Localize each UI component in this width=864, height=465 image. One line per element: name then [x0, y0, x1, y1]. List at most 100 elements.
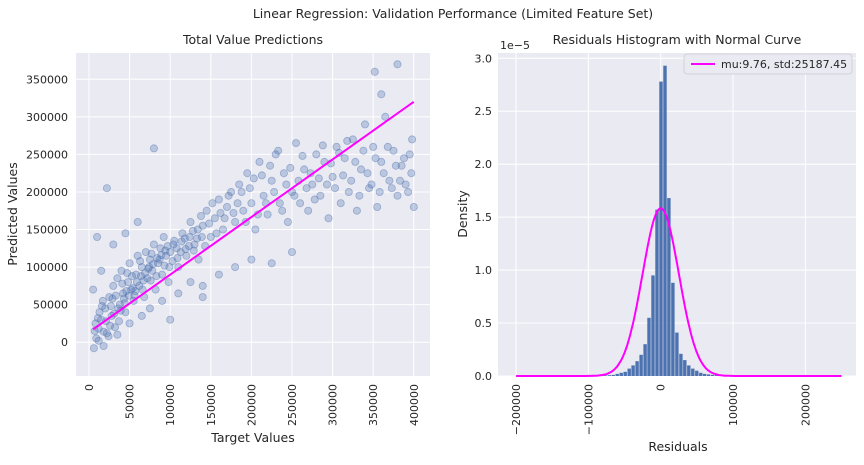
scatter-point [303, 185, 310, 192]
histogram-bar [612, 375, 615, 376]
scatter-point [244, 170, 251, 177]
histogram-bar [655, 210, 658, 376]
scatter-point [356, 192, 363, 199]
histogram-bar [651, 275, 654, 376]
histogram-y-tick-labels: 0.00.51.01.52.02.53.0 [475, 52, 493, 383]
scatter-point [126, 320, 133, 327]
scatter-point [352, 158, 359, 165]
histogram-bar [695, 371, 698, 376]
scatter-point [268, 177, 275, 184]
scatter-point [410, 203, 417, 210]
scatter-point [287, 164, 294, 171]
scatter-point [361, 121, 368, 128]
scatter-point [215, 196, 222, 203]
scatter-point [150, 145, 157, 152]
scatter-point [378, 91, 385, 98]
histogram-x-tick-label: −100000 [582, 384, 595, 435]
scatter-point [299, 152, 306, 159]
scatter-point [341, 155, 348, 162]
histogram-x-axis-label: Residuals [648, 439, 707, 454]
scatter-point [388, 185, 395, 192]
scatter-y-tick-label: 250000 [26, 148, 68, 161]
scatter-point [95, 337, 102, 344]
scatter-point [110, 241, 117, 248]
scatter-x-axis-label: Target Values [210, 430, 294, 445]
scatter-point [372, 155, 379, 162]
histogram-bar [703, 374, 706, 376]
scatter-point [371, 68, 378, 75]
scatter-x-tick-label: 0 [83, 384, 96, 391]
histogram-bar [659, 82, 662, 376]
scatter-x-tick-label: 150000 [205, 384, 218, 426]
histogram-y-tick-label: 3.0 [475, 52, 493, 65]
scatter-point [134, 218, 141, 225]
histogram-y-tick-label: 0.0 [475, 370, 493, 383]
scatter-point [248, 256, 255, 263]
scatter-point [380, 170, 387, 177]
histogram-bar [620, 373, 623, 376]
scatter-point [98, 267, 105, 274]
scatter-point [223, 203, 230, 210]
scatter-y-tick-label: 50000 [33, 299, 68, 312]
histogram-y-tick-label: 1.5 [475, 211, 493, 224]
scatter-point [178, 238, 185, 245]
scatter-point [94, 315, 101, 322]
scatter-point [236, 181, 243, 188]
histogram-bar [663, 66, 666, 376]
scatter-point [386, 177, 393, 184]
scatter-point [301, 166, 308, 173]
scatter-x-tick-label: 50000 [124, 384, 137, 419]
histogram-bar [683, 360, 686, 376]
histogram-x-tick-label: 100000 [727, 384, 740, 426]
scatter-point [175, 290, 182, 297]
scatter-point [225, 192, 232, 199]
scatter-point [246, 185, 253, 192]
scatter-point [264, 211, 271, 218]
scatter-point [258, 172, 265, 179]
scatter-point [199, 294, 206, 301]
scatter-point [230, 209, 237, 216]
scatter-point [315, 175, 322, 182]
histogram-legend: mu:9.76, std:25187.45 [684, 54, 852, 74]
scatter-point [109, 295, 116, 302]
legend-label: mu:9.76, std:25187.45 [721, 58, 847, 71]
scatter-point [166, 264, 173, 271]
histogram-y-offset-text: 1e−5 [500, 39, 530, 52]
histogram-x-tick-label: 0 [655, 384, 668, 391]
scatter-point [248, 200, 255, 207]
scatter-point [238, 188, 245, 195]
scatter-point [280, 170, 287, 177]
histogram-bar [628, 369, 631, 376]
scatter-point [206, 220, 213, 227]
histogram-bar [635, 361, 638, 376]
scatter-point [250, 175, 257, 182]
histogram-bar [699, 373, 702, 376]
scatter-point [344, 137, 351, 144]
scatter-point [137, 258, 144, 265]
scatter-point [340, 172, 347, 179]
scatter-point [400, 155, 407, 162]
histogram-bar [631, 365, 634, 376]
scatter-point [260, 192, 267, 199]
scatter-point [103, 185, 110, 192]
scatter-point [234, 200, 241, 207]
scatter-point [405, 188, 412, 195]
scatter-point [353, 207, 360, 214]
histogram-bar [608, 375, 611, 376]
scatter-point [283, 181, 290, 188]
scatter-y-axis-label: Predicted Values [5, 162, 20, 266]
scatter-point [126, 260, 133, 267]
scatter-point [374, 203, 381, 210]
scatter-x-tick-label: 250000 [286, 384, 299, 426]
scatter-point [329, 173, 336, 180]
scatter-point [288, 249, 295, 256]
scatter-point [409, 136, 416, 143]
scatter-point [370, 143, 377, 150]
scatter-point [123, 288, 130, 295]
scatter-point [187, 279, 194, 286]
scatter-point [209, 200, 216, 207]
